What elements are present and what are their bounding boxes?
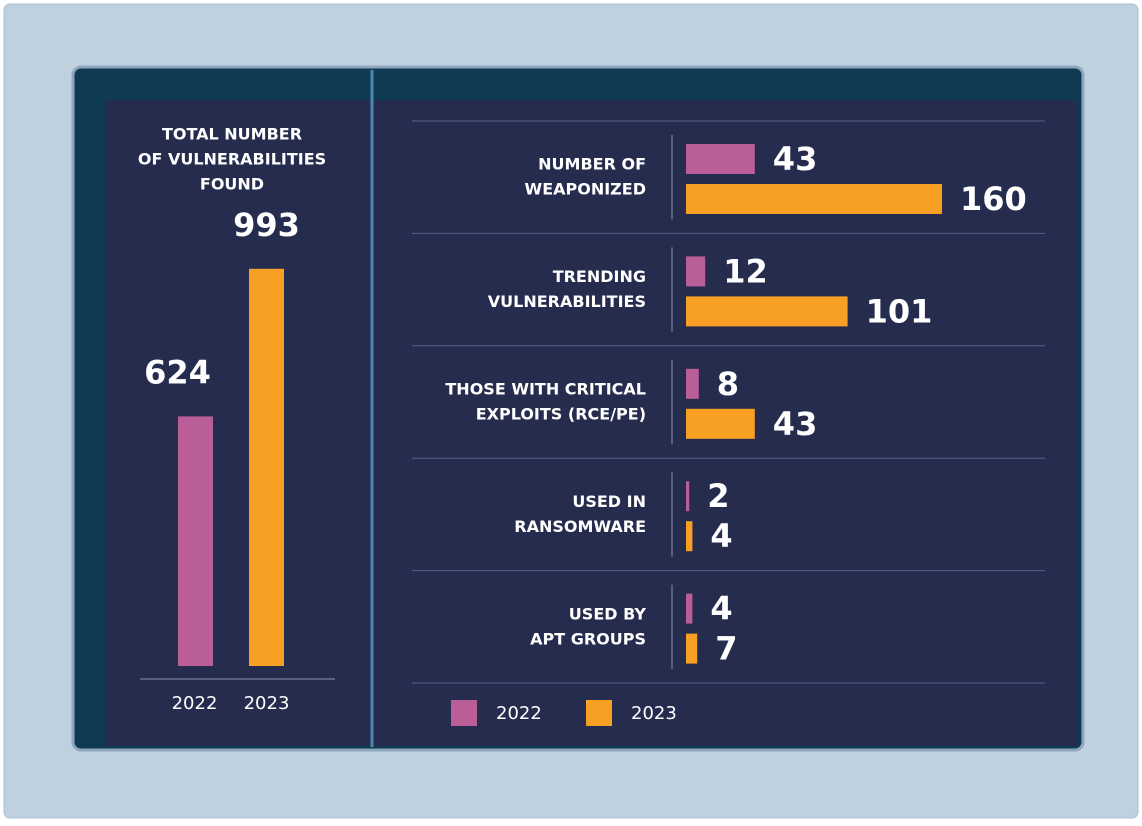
value-label: 993 [233,206,300,244]
chart-title: FOUND [200,175,264,194]
bar [249,268,284,666]
bar [686,144,755,174]
x-tick-label: 2022 [172,693,218,714]
bar [686,256,706,287]
legend-label: 2023 [631,703,677,724]
category-label: USED IN [572,492,646,511]
value-label: 624 [144,353,211,391]
value-label: 2 [707,477,729,515]
chart-title: TOTAL NUMBER [162,125,302,144]
category-label: WEAPONIZED [525,180,646,199]
category-label: TRENDING [553,267,646,286]
charts: TOTAL NUMBER OF VULNERABILITIES FOUND 624 20… [138,120,1045,726]
bar [686,408,755,439]
category-label: VULNERABILITIES [488,292,646,311]
bar [686,296,848,327]
bar [178,416,213,666]
bar [686,521,693,552]
bar [686,481,690,512]
value-label: 8 [717,365,739,403]
category-label: THOSE WITH CRITICAL [445,380,646,399]
value-label: 12 [723,252,768,290]
value-label: 43 [773,405,818,443]
value-label: 4 [710,590,732,628]
category-label: APT GROUPS [530,629,646,648]
category-label: NUMBER OF [538,155,646,174]
value-label: 7 [715,630,737,668]
legend-swatch [451,700,477,726]
value-label: 160 [960,180,1027,218]
value-label: 101 [866,292,933,330]
category-label: RANSOMWARE [514,517,646,536]
category-label: EXPLOITS (RCE/PE) [476,405,646,424]
bar [686,184,942,214]
bar [686,368,699,399]
x-tick-label: 2023 [244,693,290,714]
bar [686,633,698,664]
chart-title: OF VULNERABILITIES [138,150,326,169]
legend-label: 2022 [496,703,542,724]
category-label: USED BY [569,604,647,623]
bar [686,593,693,624]
legend-swatch [586,700,612,726]
value-label: 43 [773,140,818,178]
value-label: 4 [710,517,732,555]
